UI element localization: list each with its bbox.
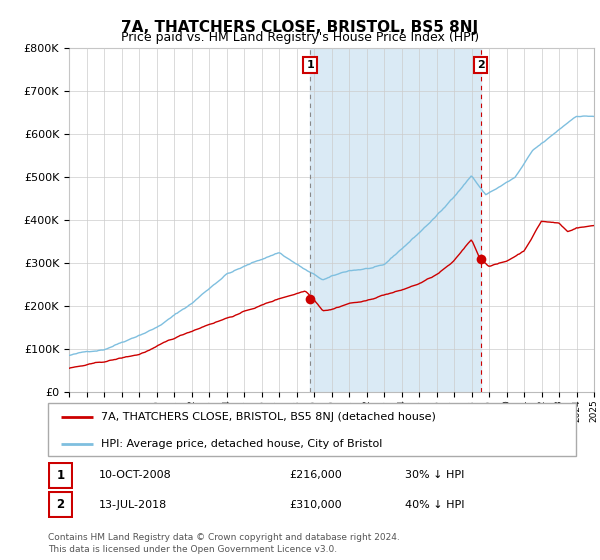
Text: 13-JUL-2018: 13-JUL-2018 (99, 500, 167, 510)
Text: HPI: Average price, detached house, City of Bristol: HPI: Average price, detached house, City… (101, 438, 382, 449)
Text: Price paid vs. HM Land Registry's House Price Index (HPI): Price paid vs. HM Land Registry's House … (121, 31, 479, 44)
Text: Contains HM Land Registry data © Crown copyright and database right 2024.
This d: Contains HM Land Registry data © Crown c… (48, 533, 400, 554)
Text: 10-OCT-2008: 10-OCT-2008 (99, 470, 172, 480)
Bar (310, 48, 481, 392)
Text: 30% ↓ HPI: 30% ↓ HPI (406, 470, 465, 480)
Text: 1: 1 (56, 469, 65, 482)
Text: 2: 2 (477, 60, 485, 70)
Text: 7A, THATCHERS CLOSE, BRISTOL, BS5 8NJ: 7A, THATCHERS CLOSE, BRISTOL, BS5 8NJ (121, 20, 479, 35)
Text: £310,000: £310,000 (289, 500, 342, 510)
Text: 1: 1 (306, 60, 314, 70)
Text: £216,000: £216,000 (289, 470, 342, 480)
Text: 2: 2 (56, 498, 65, 511)
FancyBboxPatch shape (49, 492, 72, 517)
FancyBboxPatch shape (49, 463, 72, 488)
FancyBboxPatch shape (48, 403, 576, 456)
Text: 7A, THATCHERS CLOSE, BRISTOL, BS5 8NJ (detached house): 7A, THATCHERS CLOSE, BRISTOL, BS5 8NJ (d… (101, 412, 436, 422)
Text: 40% ↓ HPI: 40% ↓ HPI (406, 500, 465, 510)
